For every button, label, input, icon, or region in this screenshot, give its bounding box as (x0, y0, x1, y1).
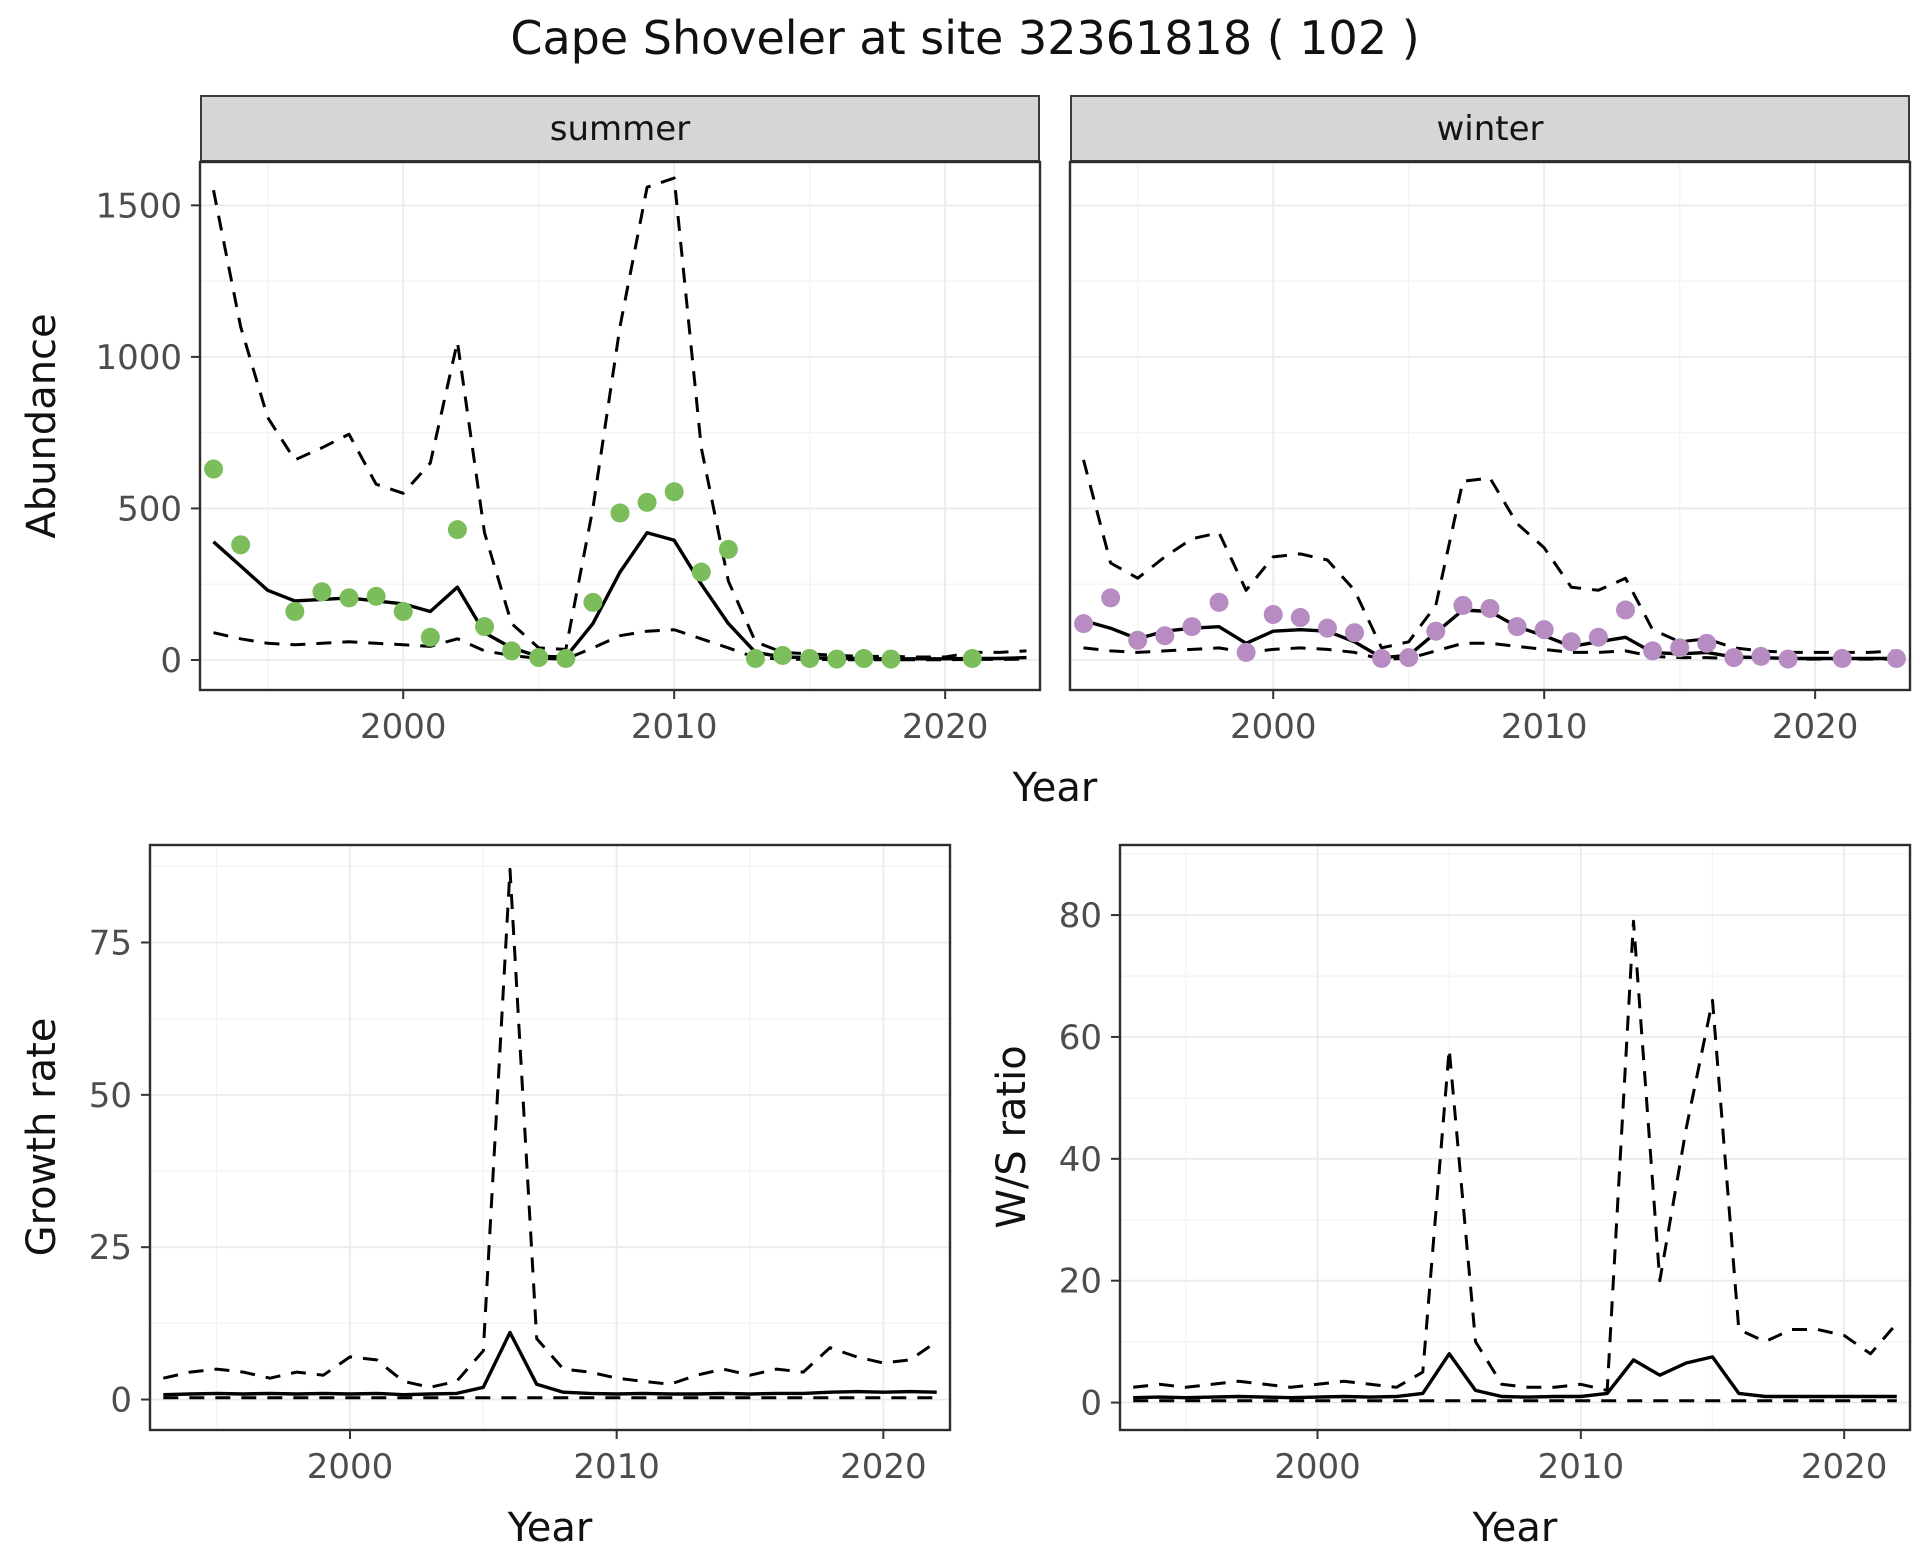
ws-ratio-chart: 2000 2010 2020 0 20 40 60 80 (1059, 843, 1912, 1487)
y-axis-label-abundance: Abundance (19, 313, 65, 539)
svg-text:2020: 2020 (840, 1447, 927, 1487)
svg-text:2010: 2010 (1538, 1447, 1625, 1487)
facet-strip-summer: summer (200, 95, 1040, 162)
svg-text:2020: 2020 (902, 707, 989, 747)
svg-text:1500: 1500 (95, 186, 182, 226)
svg-text:0: 0 (160, 641, 182, 681)
x-axis-label-year-ws: Year (1472, 1505, 1558, 1551)
svg-text:80: 80 (1059, 896, 1102, 936)
abundance-summer-chart: 2000 2010 2020 0 500 1000 1500 (95, 160, 1042, 747)
svg-text:20: 20 (1059, 1262, 1102, 1302)
svg-text:0: 0 (1080, 1384, 1102, 1424)
svg-text:60: 60 (1059, 1018, 1102, 1058)
svg-text:75: 75 (89, 924, 132, 964)
svg-text:2010: 2010 (631, 707, 718, 747)
svg-text:2010: 2010 (573, 1447, 660, 1487)
facet-strip-winter-label: winter (1436, 108, 1544, 149)
svg-text:40: 40 (1059, 1140, 1102, 1180)
svg-text:50: 50 (89, 1076, 132, 1116)
svg-text:2020: 2020 (1801, 1447, 1888, 1487)
svg-text:2010: 2010 (1501, 707, 1588, 747)
figure-title: Cape Shoveler at site 32361818 ( 102 ) (510, 11, 1420, 65)
svg-text:2000: 2000 (1230, 707, 1317, 747)
y-axis-label-ws-ratio: W/S ratio (989, 1045, 1035, 1229)
facet-strip-summer-label: summer (549, 108, 691, 149)
svg-text:25: 25 (89, 1228, 132, 1268)
svg-text:0: 0 (110, 1381, 132, 1421)
svg-text:1000: 1000 (95, 338, 182, 378)
abundance-winter-chart: 2000 2010 2020 (1068, 160, 1912, 747)
facet-strip-winter: winter (1070, 95, 1910, 162)
growth-rate-chart: 2000 2010 2020 0 25 50 75 (89, 843, 952, 1487)
svg-text:2000: 2000 (360, 707, 447, 747)
svg-text:2000: 2000 (1274, 1447, 1361, 1487)
x-axis-label-year-top: Year (1012, 765, 1098, 811)
y-axis-label-growth-rate: Growth rate (19, 1017, 65, 1257)
svg-text:2020: 2020 (1772, 707, 1859, 747)
svg-text:500: 500 (117, 489, 182, 529)
x-axis-label-year-growth: Year (507, 1505, 593, 1551)
svg-text:2000: 2000 (307, 1447, 394, 1487)
